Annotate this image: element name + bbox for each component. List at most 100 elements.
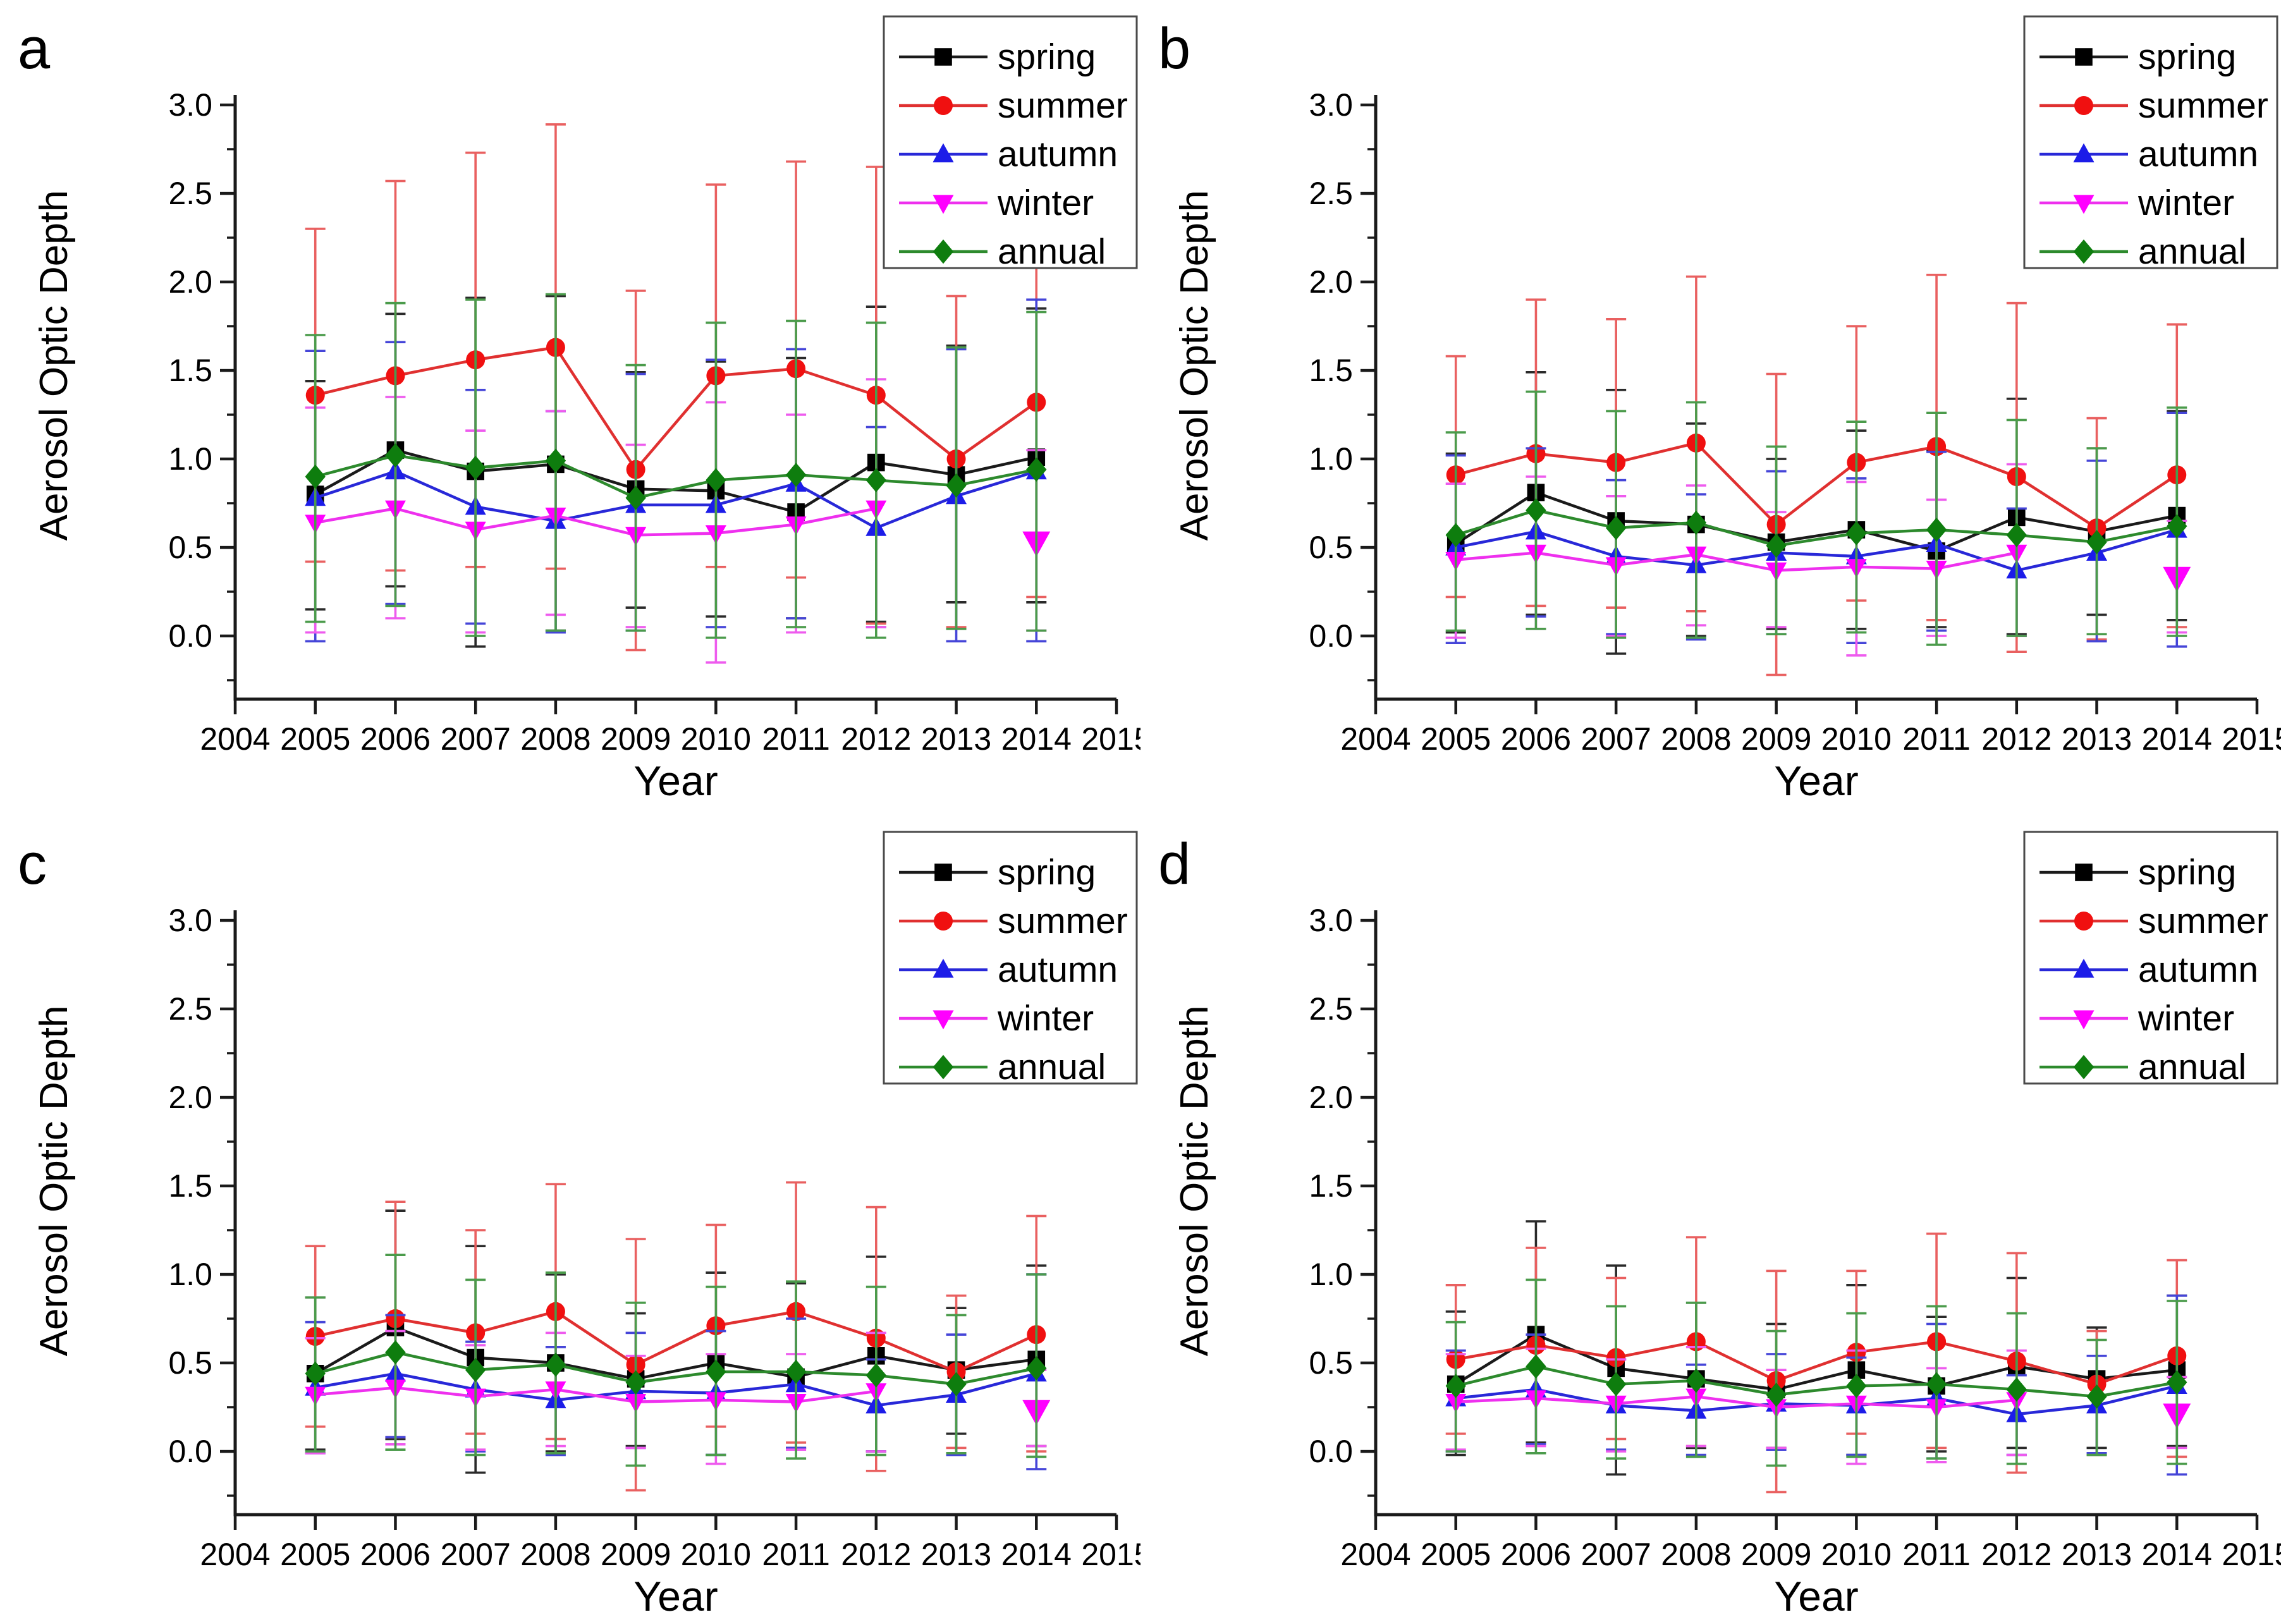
panel-a-annual-marker (946, 473, 967, 498)
panel-d-legend: spring summer autumn winter annual (2023, 831, 2278, 1087)
panel-a-summer-line (634, 374, 718, 471)
x-tick-label: 2011 (1902, 721, 1971, 757)
panel-a-annual-line (795, 473, 876, 482)
panel-d-annual-marker (1846, 1374, 1867, 1398)
panel-d-summer-line (1856, 1340, 1937, 1354)
x-tick-label: 2004 (200, 1537, 270, 1572)
panel-c-winter-line (635, 1398, 716, 1403)
y-tick-label: 1.5 (168, 353, 212, 388)
legend-label-autumn: autumn (2138, 134, 2258, 174)
x-tick-label: 2011 (762, 1537, 830, 1572)
panel-b-winter-line (1936, 551, 2017, 570)
y-tick-label: 2.5 (1309, 991, 1353, 1027)
panel-b-spring-line (1535, 491, 1617, 523)
panel-c-x-axis-title: Year (633, 1573, 718, 1620)
panel-d-y-axis-ticks: 0.0 0.5 1.0 1.5 2.0 2.5 3.0 (1309, 903, 1376, 1497)
x-tick-label: 2004 (1340, 721, 1410, 757)
y-tick-label: 0.0 (168, 1434, 212, 1469)
panel-b-annual-line (1856, 528, 1937, 535)
panel-b-annual-line (1936, 528, 2017, 537)
panel-d-annual-line (1455, 1365, 1536, 1388)
panel-b-winter-line (1696, 553, 1777, 572)
panel-c-spring-line (555, 1361, 637, 1381)
legend-marker-winter (2073, 1010, 2094, 1030)
legend-marker-spring (2075, 48, 2093, 66)
legend-marker-autumn (933, 958, 954, 978)
panel-d-winter-line (1455, 1396, 1536, 1403)
y-tick-label: 2.0 (1309, 1080, 1353, 1115)
x-tick-label: 2010 (681, 1537, 751, 1572)
panel-c-winter-line (395, 1386, 476, 1398)
legend-label-spring: spring (2138, 37, 2236, 77)
panel-a-spring-line (795, 461, 878, 513)
x-tick-label: 2007 (1581, 1537, 1651, 1572)
panel-b-annual-line (1696, 521, 1777, 547)
x-tick-label: 2008 (520, 721, 590, 757)
legend-label-spring: spring (998, 852, 1096, 893)
panel-c: c 0.0 0.5 1.0 1.5 2.0 2.5 3.0 2004 2005 2006 2007 20… (0, 815, 1140, 1624)
panel-d-summer-error-bars (1445, 1232, 2187, 1494)
panel-a-winter-line (394, 507, 476, 532)
panel-c-spring-line (475, 1356, 556, 1365)
panel-d-spring-line (1776, 1369, 1857, 1391)
x-tick-label: 2007 (441, 1537, 511, 1572)
x-tick-label: 2010 (681, 721, 751, 757)
panel-a-annual-line (876, 479, 957, 487)
panel-a-summer-line (315, 374, 396, 397)
panel-a-spring-line (475, 463, 556, 473)
panel-c-annual-line (315, 1351, 396, 1375)
panel-c-summer-line (715, 1310, 797, 1328)
panel-b-annual-marker (2086, 530, 2107, 554)
panel-a-spring-line (715, 489, 797, 514)
legend-marker-summer (2074, 96, 2093, 115)
x-tick-label: 2014 (2142, 721, 2212, 757)
panel-b-y-axis-title: Aerosol Optic Depth (1173, 190, 1216, 541)
panel-b-summer-line (1455, 452, 1537, 477)
panel-d-spring-line (2096, 1368, 2177, 1381)
panel-c-autumn-line (315, 1372, 396, 1389)
panel-c-autumn-line (635, 1389, 716, 1395)
x-tick-label: 2006 (1501, 1537, 1571, 1572)
x-tick-label: 2005 (280, 721, 350, 757)
panel-a-autumn-line (315, 470, 396, 499)
panel-b-winter-line (1856, 565, 1937, 570)
panel-b-spring-line (1455, 491, 1537, 546)
panel-d-spring-line (1936, 1365, 2017, 1388)
panel-d-annual-line (2096, 1381, 2177, 1398)
panel-d-annual-line (1535, 1365, 1617, 1386)
x-tick-label: 2009 (1741, 721, 1811, 757)
panel-a: a 0.0 0.5 1.0 1.5 2.0 2.5 3.0 2004 2005 2006 2007 20… (0, 0, 1140, 815)
legend-marker-winter (2073, 195, 2094, 214)
y-tick-label: 2.5 (168, 176, 212, 211)
panel-d-annual-marker (1526, 1354, 1546, 1379)
panel-c-annual-marker (545, 1352, 566, 1377)
panel-c-summer-line (475, 1310, 556, 1334)
panel-d-axes (1374, 910, 2257, 1517)
legend-label-autumn: autumn (2138, 949, 2258, 990)
panel-c-autumn-line (876, 1393, 957, 1407)
panel-d-y-axis-title: Aerosol Optic Depth (1173, 1006, 1216, 1357)
panel-c-spring-line (715, 1361, 797, 1379)
panel-d-annual-line (1936, 1383, 2017, 1391)
panel-a-winter-line (716, 523, 797, 535)
panel-c-summer-line (315, 1317, 396, 1338)
x-tick-label: 2014 (1001, 1537, 1072, 1572)
panel-b-annual-marker (2167, 514, 2187, 539)
panel-a-autumn-line (715, 482, 797, 506)
panel-c-y-axis-title: Aerosol Optic Depth (32, 1006, 76, 1357)
legend-marker-summer (934, 96, 953, 115)
panel-d-x-axis-title: Year (1774, 1573, 1858, 1620)
x-tick-label: 2004 (200, 721, 270, 757)
x-tick-label: 2010 (1821, 1537, 1892, 1572)
panel-a-annual-marker (465, 455, 486, 480)
y-tick-label: 2.0 (168, 1080, 212, 1115)
panel-a-legend: spring summer autumn winter annual (883, 15, 1138, 272)
panel-letter-d: d (1158, 832, 1190, 896)
panel-a-winter-line (555, 514, 637, 537)
panel-b-annual-marker (1685, 510, 1707, 535)
panel-c-annual-line (555, 1363, 637, 1384)
panel-d-autumn-line (2016, 1403, 2097, 1416)
panel-b-summer-error-bars (1445, 273, 2187, 676)
